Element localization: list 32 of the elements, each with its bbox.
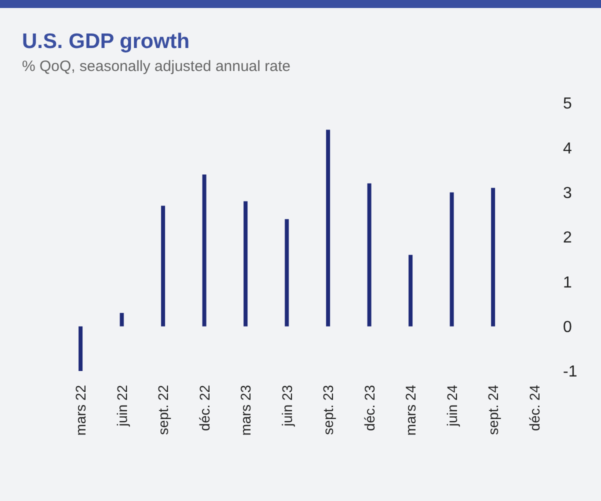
x-tick-label: mars 22 [72, 384, 89, 436]
bar [408, 254, 413, 326]
x-tick-label: sept. 23 [320, 384, 336, 435]
x-tick-label: mars 23 [238, 384, 254, 436]
y-tick-label: 0 [563, 319, 572, 336]
x-tick-label: juin 22 [114, 384, 130, 428]
y-tick-label: -1 [563, 364, 578, 381]
bar [326, 130, 330, 326]
x-tick-label: sept. 24 [485, 384, 502, 435]
bar [78, 326, 83, 371]
y-tick-label: 3 [563, 185, 572, 202]
y-tick-label: 4 [563, 140, 572, 158]
x-tick-label: sept. 22 [155, 384, 172, 435]
y-tick-label: 5 [563, 96, 572, 113]
x-tick-label: déc. 22 [196, 384, 212, 431]
bar [244, 201, 248, 326]
bar [202, 174, 206, 326]
x-tick-label: déc. 24 [526, 384, 542, 431]
bar [367, 183, 372, 326]
y-tick-label: 2 [563, 230, 572, 247]
bar [284, 219, 289, 326]
bar [161, 206, 166, 326]
bar [450, 192, 454, 326]
bar [491, 188, 496, 326]
x-tick-label: juin 23 [278, 384, 295, 428]
bar [120, 312, 124, 326]
chart-title: U.S. GDP growth [22, 30, 190, 54]
x-tick-label: déc. 23 [361, 384, 378, 431]
x-tick-label: mars 24 [402, 384, 419, 436]
chart-subtitle: % QoQ, seasonally adjusted annual rate [22, 58, 290, 75]
x-tick-label: juin 24 [444, 384, 460, 428]
y-tick-label: 1 [563, 274, 572, 292]
